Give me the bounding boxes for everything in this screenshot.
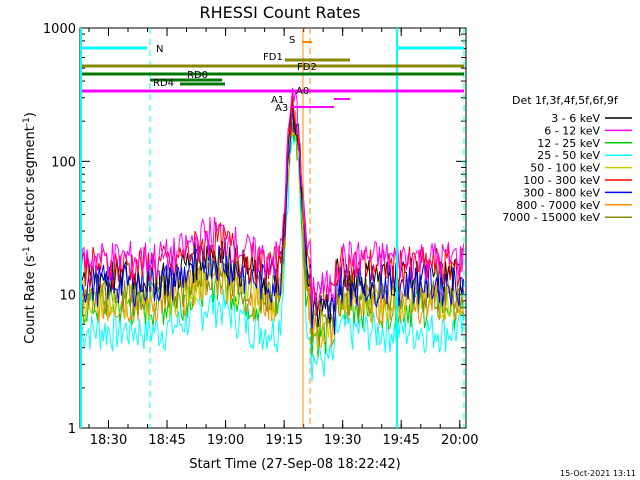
annotation-fd2: FD2 [297, 62, 317, 73]
series-line [80, 105, 464, 351]
x-axis-label: Start Time (27-Sep-08 18:22:42) [189, 457, 400, 472]
x-tick-label: 19:00 [207, 433, 244, 448]
legend-label: 6 - 12 keV [544, 124, 600, 137]
x-tick-label: 18:45 [148, 433, 185, 448]
legend-label: 300 - 800 keV [523, 186, 600, 199]
legend-label: 800 - 7000 keV [516, 199, 600, 212]
y-axis-label-sup2: -1 [22, 117, 32, 126]
y-axis-label-mid: detector segment [23, 126, 38, 246]
legend-label: 12 - 25 keV [537, 137, 600, 150]
series-group [80, 88, 464, 382]
annotation-fd1: FD1 [263, 52, 283, 63]
annotation-rd0: RD0 [187, 70, 208, 81]
annotation-a3: A3 [275, 103, 288, 114]
annotation-rd4: RD4 [153, 78, 174, 89]
y-axis-label-end: ) [23, 112, 38, 117]
annotation-a1: A1 [271, 95, 284, 106]
series-line [80, 105, 464, 335]
x-tick-label: 19:45 [382, 433, 419, 448]
legend-label: 100 - 300 keV [523, 174, 600, 187]
y-tick-label: 100 [51, 155, 76, 170]
legend-label: 3 - 6 keV [551, 112, 600, 125]
x-tick-label: 19:15 [265, 433, 302, 448]
chart-title: RHESSI Count Rates [200, 3, 361, 22]
annotation-s: S [289, 35, 295, 46]
legend-label: 7000 - 15000 keV [502, 211, 600, 224]
x-tick-label: 18:30 [90, 433, 127, 448]
y-axis-label-sup1: -1 [22, 246, 32, 255]
series-line [80, 88, 464, 304]
plot-frame [79, 27, 467, 429]
series-line [80, 126, 464, 382]
annotation-n: N [156, 44, 163, 55]
legend-label: 25 - 50 keV [537, 149, 600, 162]
annotation-a0: A0 [296, 86, 309, 97]
y-tick-label: 1 [68, 422, 76, 437]
x-tick-label: 20:00 [441, 433, 478, 448]
y-axis-label: Count Rate (s-1 detector segment-1) [22, 112, 38, 344]
legend-label: 50 - 100 keV [530, 162, 600, 175]
legend-title: Det 1f,3f,4f,5f,6f,9f [512, 94, 619, 107]
x-tick-label: 19:30 [324, 433, 361, 448]
y-tick-label: 1000 [43, 22, 76, 37]
x-ticks-group: 18:30 18:45 19:00 19:15 19:30 19:45 20:00 [88, 28, 478, 448]
y-tick-label: 10 [59, 289, 76, 304]
timestamp: 15-Oct-2021 13:11 [560, 469, 636, 478]
y-axis-label-main: Count Rate (s [23, 255, 38, 344]
y-ticks-group: 1 10 100 1000 [43, 22, 466, 437]
